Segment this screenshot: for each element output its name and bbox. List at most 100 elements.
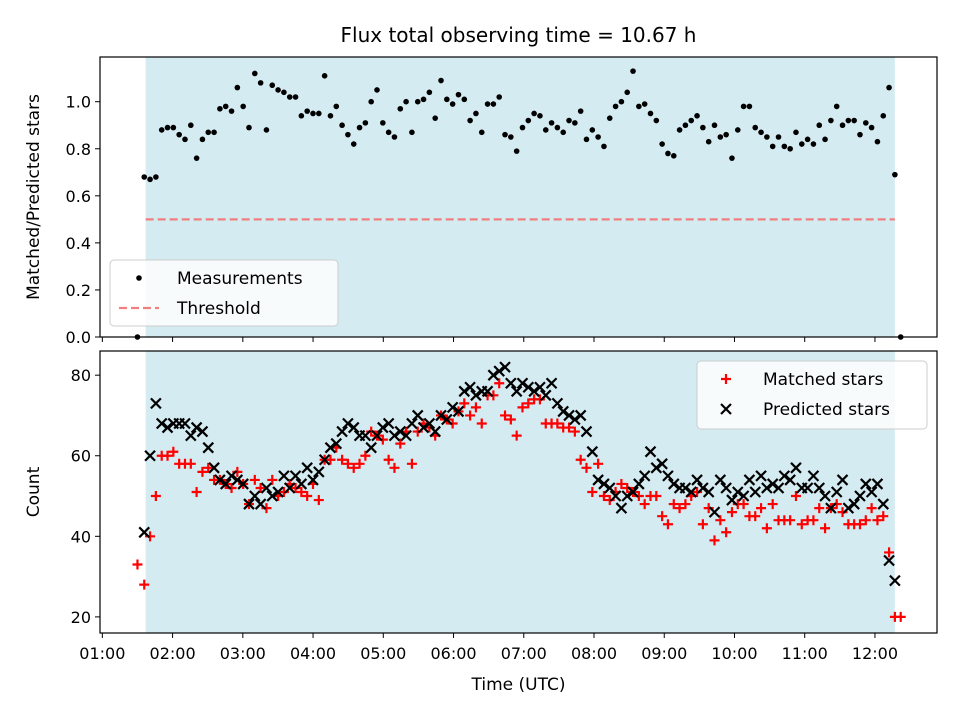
predicted-star-point [260, 482, 273, 494]
measurement-point [700, 124, 706, 131]
predicted-star-point [860, 478, 872, 490]
measurement-point [583, 136, 590, 143]
predicted-star-point [295, 478, 308, 490]
measurement-point [298, 113, 305, 119]
predicted-star-point [761, 482, 773, 494]
measurement-point [141, 174, 148, 180]
x-tick-label: 07:00 [501, 644, 547, 663]
measurement-point [240, 103, 246, 110]
measurement-point [478, 129, 485, 136]
matched-star-point [517, 402, 528, 413]
measurement-point [845, 117, 852, 124]
predicted-star-point [528, 385, 540, 398]
measurement-point [496, 94, 503, 100]
measurement-point [327, 113, 334, 119]
x-tick-label: 02:00 [150, 644, 196, 663]
predicted-star-point [609, 490, 622, 502]
matched-star-point [581, 462, 592, 473]
measurement-point [444, 96, 450, 103]
predicted-star-point [598, 478, 610, 490]
measurement-point [164, 124, 171, 131]
predicted-star-point [452, 405, 465, 418]
predicted-star-point [836, 474, 849, 486]
matched-star-point [639, 499, 650, 510]
measurement-point [752, 124, 759, 131]
predicted-star-point [749, 486, 762, 498]
matched-star-point [668, 499, 679, 510]
matched-star-point [162, 450, 173, 461]
matched-star-point [564, 422, 575, 433]
x-axis-label: Time (UTC) [471, 675, 566, 695]
predicted-star-point [382, 417, 395, 430]
predicted-star-point [644, 445, 657, 458]
matched-star-point [709, 535, 720, 546]
matched-star-point [651, 491, 662, 502]
predicted-star-point [877, 498, 890, 510]
measurement-point [769, 143, 776, 150]
matched-star-point [500, 410, 511, 421]
predicted-star-point [522, 381, 535, 394]
matched-star-point [796, 519, 807, 530]
matched-star-point [657, 511, 668, 522]
matched-star-point [761, 523, 772, 534]
measurement-point [665, 150, 671, 157]
predicted-star-point [155, 417, 168, 430]
matched-star-point [185, 458, 196, 469]
matched-star-point [505, 414, 516, 425]
predicted-star-point [138, 526, 151, 539]
measurement-point [682, 122, 689, 129]
measurement-point [292, 94, 299, 100]
predicted-star-point [702, 486, 715, 498]
predicted-star-point [574, 409, 587, 422]
matched-star-point [726, 507, 737, 518]
predicted-star-point [871, 478, 884, 490]
measurement-point [560, 129, 567, 136]
measurement-point [222, 103, 229, 110]
legend-measurements-marker [136, 275, 142, 281]
matched-star-point [389, 462, 400, 473]
measurement-point [595, 134, 601, 140]
measurement-point [589, 127, 596, 133]
predicted-star-point [889, 574, 901, 587]
measurement-point [531, 110, 537, 117]
predicted-star-point [766, 478, 779, 490]
matched-star-point [465, 410, 476, 421]
x-tick-label: 06:00 [430, 644, 476, 663]
predicted-star-point [685, 486, 698, 498]
measurement-point [257, 80, 264, 86]
measurement-point [211, 129, 217, 136]
predicted-star-point [464, 381, 476, 394]
measurement-point [740, 103, 747, 110]
axes-frame [99, 350, 938, 634]
predicted-star-point [499, 361, 511, 373]
matched-star-point [197, 466, 208, 477]
measurement-point [508, 134, 514, 140]
predicted-star-point [790, 462, 802, 474]
measurement-point [176, 131, 182, 138]
measurement-point [676, 127, 683, 133]
measurement-point [670, 153, 677, 159]
measurement-point [217, 105, 223, 112]
predicted-star-point [336, 425, 348, 438]
measurement-point [775, 134, 782, 140]
matched-star-point [866, 503, 877, 514]
predicted-star-point [365, 441, 377, 454]
matched-star-point [854, 519, 865, 530]
predicted-star-point [208, 462, 220, 474]
measurement-point [182, 136, 188, 143]
measurement-point [228, 108, 235, 114]
measurement-point [828, 117, 834, 124]
predicted-star-point [487, 369, 500, 381]
predicted-star-point [196, 425, 209, 438]
measurement-point [473, 110, 479, 117]
predicted-star-point [534, 381, 546, 394]
predicted-star-point [563, 409, 575, 422]
measurement-point [461, 96, 468, 103]
measurement-point [316, 110, 322, 117]
predicted-star-point [807, 470, 820, 482]
matched-star-point [593, 458, 604, 469]
measurement-point [502, 131, 508, 138]
predicted-star-point [458, 385, 471, 398]
measurement-point [269, 82, 276, 89]
predicted-star-point [638, 470, 651, 482]
